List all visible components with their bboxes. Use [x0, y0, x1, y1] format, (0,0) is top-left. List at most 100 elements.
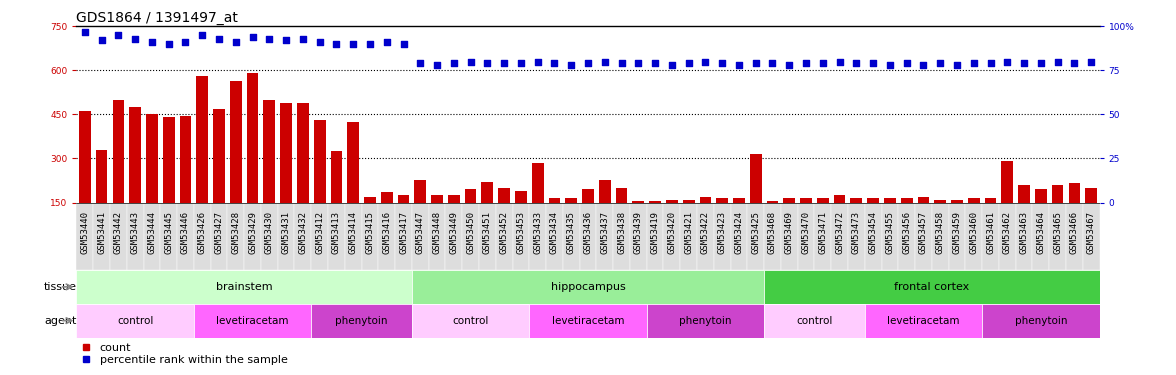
Text: GSM53465: GSM53465 — [1054, 211, 1062, 254]
Text: levetiracetam: levetiracetam — [887, 316, 960, 326]
Text: GSM53464: GSM53464 — [1036, 211, 1045, 254]
Bar — [917, 196, 929, 202]
Bar — [347, 122, 359, 202]
Bar — [848, 202, 864, 270]
Text: GSM53433: GSM53433 — [533, 211, 542, 254]
Bar — [647, 304, 764, 338]
Text: GSM53459: GSM53459 — [953, 211, 962, 254]
Text: GSM53426: GSM53426 — [198, 211, 207, 254]
Text: GSM53449: GSM53449 — [449, 211, 459, 254]
Point — [1015, 60, 1034, 66]
Bar — [532, 163, 543, 202]
Text: phenytoin: phenytoin — [680, 316, 731, 326]
Bar — [1051, 185, 1063, 202]
Text: GSM53468: GSM53468 — [768, 211, 777, 254]
Text: GSM53412: GSM53412 — [315, 211, 325, 254]
Bar — [412, 270, 764, 304]
Bar — [414, 180, 426, 203]
Bar — [227, 202, 245, 270]
Bar — [984, 198, 996, 202]
Bar — [261, 202, 278, 270]
Text: GSM53445: GSM53445 — [165, 211, 173, 254]
Text: GSM53473: GSM53473 — [851, 211, 861, 254]
Bar — [180, 116, 192, 202]
Bar — [529, 304, 647, 338]
Text: GSM53438: GSM53438 — [617, 211, 626, 254]
Point — [209, 36, 228, 42]
Point — [747, 60, 766, 66]
Bar — [513, 202, 529, 270]
Text: tissue: tissue — [44, 282, 76, 292]
Bar — [599, 180, 610, 203]
Bar — [982, 304, 1100, 338]
Bar — [515, 191, 527, 202]
Bar — [194, 202, 211, 270]
Point — [629, 60, 648, 66]
Point — [696, 58, 715, 64]
Bar — [680, 202, 697, 270]
Bar — [230, 81, 241, 203]
Text: GSM53469: GSM53469 — [784, 211, 794, 254]
Point — [1031, 60, 1050, 66]
Bar — [850, 198, 862, 202]
Bar — [160, 202, 178, 270]
Bar — [815, 202, 831, 270]
Text: GSM53413: GSM53413 — [332, 211, 341, 254]
Bar — [298, 103, 309, 202]
Bar — [1033, 202, 1049, 270]
Bar — [448, 195, 460, 202]
Text: GSM53456: GSM53456 — [902, 211, 911, 254]
Bar — [146, 114, 158, 202]
Text: GSM53429: GSM53429 — [248, 211, 258, 254]
Bar — [935, 200, 947, 202]
Bar — [178, 202, 194, 270]
Bar — [867, 198, 878, 202]
Bar — [613, 202, 630, 270]
Text: hippocampus: hippocampus — [550, 282, 626, 292]
Bar — [733, 198, 744, 202]
Text: GSM53427: GSM53427 — [214, 211, 223, 254]
Bar — [783, 198, 795, 202]
Bar — [582, 189, 594, 202]
Bar — [79, 111, 91, 202]
Point — [544, 60, 563, 66]
Bar — [563, 202, 580, 270]
Bar — [998, 202, 1016, 270]
Text: frontal cortex: frontal cortex — [894, 282, 969, 292]
Text: GSM53461: GSM53461 — [985, 211, 995, 254]
Point — [92, 38, 111, 44]
Bar — [931, 202, 949, 270]
Text: GSM53463: GSM53463 — [1020, 211, 1029, 254]
Text: GSM53419: GSM53419 — [650, 211, 660, 254]
Bar — [781, 202, 797, 270]
Text: GSM53423: GSM53423 — [717, 211, 727, 254]
Text: GSM53434: GSM53434 — [550, 211, 559, 254]
Text: GSM53414: GSM53414 — [349, 211, 358, 254]
Point — [863, 60, 882, 66]
Point — [428, 62, 447, 68]
Bar — [127, 202, 143, 270]
Bar — [345, 202, 361, 270]
Bar — [884, 198, 896, 202]
Text: GSM53439: GSM53439 — [634, 211, 643, 254]
Point — [998, 58, 1017, 64]
Text: GSM53467: GSM53467 — [1087, 211, 1096, 254]
Point — [159, 41, 178, 47]
Point — [1065, 60, 1084, 66]
Bar — [245, 202, 261, 270]
Point — [847, 60, 866, 66]
Point — [562, 62, 581, 68]
Bar — [1085, 188, 1097, 202]
Bar — [496, 202, 513, 270]
Bar — [714, 202, 730, 270]
Bar — [314, 120, 326, 202]
Bar — [1035, 189, 1047, 202]
Point — [1048, 58, 1067, 64]
Bar — [213, 108, 225, 202]
Bar — [429, 202, 446, 270]
Bar — [499, 188, 510, 202]
Point — [176, 39, 195, 45]
Bar — [479, 202, 496, 270]
Bar — [432, 195, 443, 202]
Bar — [1083, 202, 1100, 270]
